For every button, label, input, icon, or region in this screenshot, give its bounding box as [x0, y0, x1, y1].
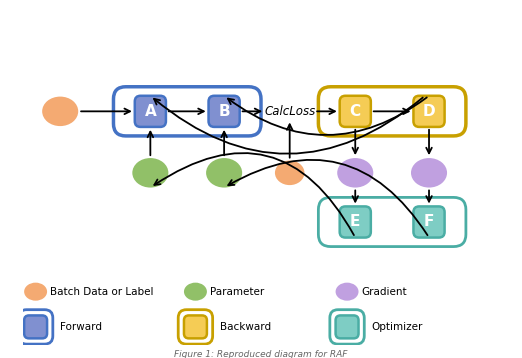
- Ellipse shape: [42, 97, 78, 126]
- Text: B: B: [218, 104, 230, 119]
- Ellipse shape: [275, 160, 304, 185]
- Ellipse shape: [336, 282, 359, 301]
- Ellipse shape: [24, 282, 47, 301]
- FancyBboxPatch shape: [209, 96, 240, 127]
- FancyBboxPatch shape: [336, 315, 359, 338]
- Text: A: A: [145, 104, 156, 119]
- Text: C: C: [350, 104, 361, 119]
- FancyBboxPatch shape: [413, 207, 445, 238]
- FancyBboxPatch shape: [340, 207, 371, 238]
- FancyBboxPatch shape: [184, 315, 207, 338]
- Ellipse shape: [206, 158, 242, 188]
- Text: Parameter: Parameter: [210, 287, 265, 297]
- Text: Batch Data or Label: Batch Data or Label: [50, 287, 154, 297]
- Text: Optimizer: Optimizer: [372, 322, 423, 332]
- Text: Gradient: Gradient: [362, 287, 408, 297]
- FancyBboxPatch shape: [135, 96, 166, 127]
- Text: Forward: Forward: [60, 322, 102, 332]
- Text: E: E: [350, 214, 361, 229]
- Ellipse shape: [411, 158, 447, 188]
- FancyBboxPatch shape: [24, 315, 47, 338]
- Ellipse shape: [184, 282, 207, 301]
- FancyBboxPatch shape: [413, 96, 445, 127]
- Text: CalcLoss: CalcLoss: [264, 105, 315, 118]
- Ellipse shape: [132, 158, 169, 188]
- Text: F: F: [424, 214, 434, 229]
- Ellipse shape: [337, 158, 373, 188]
- Text: D: D: [423, 104, 435, 119]
- Text: Backward: Backward: [220, 322, 271, 332]
- FancyBboxPatch shape: [340, 96, 371, 127]
- Text: Figure 1: Reproduced diagram for RAF: Figure 1: Reproduced diagram for RAF: [174, 350, 348, 358]
